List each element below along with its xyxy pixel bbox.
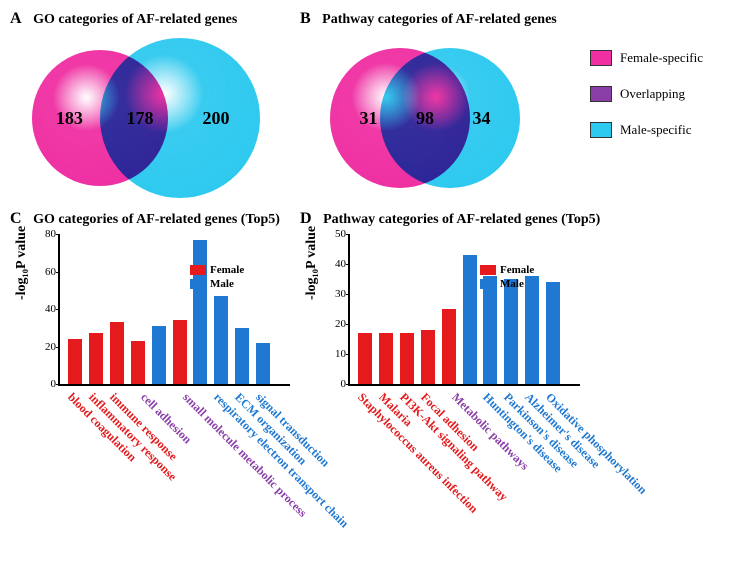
panel-b-title: B Pathway categories of AF-related genes bbox=[300, 10, 590, 28]
venn-count: 31 bbox=[360, 108, 378, 128]
panel-a: A GO categories of AF-related genes 1831… bbox=[10, 10, 300, 210]
bar-male bbox=[214, 296, 228, 384]
venn-a: 183 178 200 bbox=[10, 33, 280, 193]
panel-a-title-text: GO categories of AF-related genes bbox=[33, 12, 237, 27]
bar-male bbox=[152, 326, 166, 384]
bar-female bbox=[421, 330, 435, 384]
venn-count: 183 bbox=[56, 108, 83, 128]
panel-c-title: C GO categories of AF-related genes (Top… bbox=[10, 210, 300, 228]
ytick: 80 bbox=[32, 228, 56, 240]
bar-female bbox=[173, 320, 187, 384]
panel-c-title-text: GO categories of AF-related genes (Top5) bbox=[33, 212, 280, 227]
bar-legend-male: Male bbox=[190, 278, 244, 290]
swatch-female-bar bbox=[190, 265, 206, 275]
panel-b-letter: B bbox=[300, 10, 311, 27]
bar-legend-male: Male bbox=[480, 278, 534, 290]
ytick: 40 bbox=[322, 258, 346, 270]
legend-female-label: Female-specific bbox=[620, 50, 703, 66]
bar-male bbox=[546, 282, 560, 384]
bar-male bbox=[193, 240, 207, 384]
legend-male: Male-specific bbox=[590, 122, 740, 138]
xlabel: inflammatory response bbox=[85, 390, 179, 484]
bar-legend-female: Female bbox=[190, 264, 244, 276]
bar-female bbox=[68, 339, 82, 384]
bar-female bbox=[89, 333, 103, 384]
swatch-overlap bbox=[590, 86, 612, 102]
bar-male bbox=[256, 343, 270, 384]
ytick: 30 bbox=[322, 288, 346, 300]
venn-count: 200 bbox=[203, 108, 230, 128]
legend-male-label: Male-specific bbox=[620, 122, 691, 138]
bar-male bbox=[504, 279, 518, 384]
venn-legend: Female-specific Overlapping Male-specifi… bbox=[590, 10, 740, 210]
panel-d-letter: D bbox=[300, 210, 312, 227]
chart-c: 020406080blood coagulationinflammatory r… bbox=[58, 234, 290, 386]
bar-legend-female: Female bbox=[480, 264, 534, 276]
ytick: 0 bbox=[32, 378, 56, 390]
ytick: 0 bbox=[322, 378, 346, 390]
panel-d: D Pathway categories of AF-related genes… bbox=[300, 210, 740, 575]
bar-female bbox=[379, 333, 393, 384]
venn-count: 178 bbox=[127, 108, 154, 128]
legend-overlap-label: Overlapping bbox=[620, 86, 685, 102]
panel-c-letter: C bbox=[10, 210, 22, 227]
venn-count: 34 bbox=[473, 108, 491, 128]
venn-male-circle bbox=[100, 38, 260, 198]
bar-female bbox=[358, 333, 372, 384]
panel-c-ylabel: -log₁₀P value bbox=[14, 226, 30, 300]
swatch-male bbox=[590, 122, 612, 138]
bar-male bbox=[463, 255, 477, 384]
bar-female bbox=[400, 333, 414, 384]
panel-b-title-text: Pathway categories of AF-related genes bbox=[322, 12, 557, 27]
bar-male bbox=[235, 328, 249, 384]
bar-female bbox=[110, 322, 124, 384]
bar-legend-male-label: Male bbox=[500, 278, 524, 290]
panel-c: C GO categories of AF-related genes (Top… bbox=[10, 210, 300, 575]
panel-d-title-text: Pathway categories of AF-related genes (… bbox=[323, 212, 600, 227]
swatch-female-bar bbox=[480, 265, 496, 275]
bar-legend-female-label: Female bbox=[500, 264, 534, 276]
ytick: 20 bbox=[322, 318, 346, 330]
panel-a-letter: A bbox=[10, 10, 22, 27]
panel-b: B Pathway categories of AF-related genes… bbox=[300, 10, 590, 210]
panel-a-title: A GO categories of AF-related genes bbox=[10, 10, 300, 28]
bar-female bbox=[442, 309, 456, 384]
bar-legend: Female Male bbox=[480, 264, 534, 290]
bar-female bbox=[131, 341, 145, 384]
ytick: 40 bbox=[32, 303, 56, 315]
swatch-male-bar bbox=[190, 279, 206, 289]
panel-d-title: D Pathway categories of AF-related genes… bbox=[300, 210, 740, 228]
swatch-male-bar bbox=[480, 279, 496, 289]
venn-count: 98 bbox=[416, 108, 434, 128]
ytick: 10 bbox=[322, 348, 346, 360]
bar-legend: Female Male bbox=[190, 264, 244, 290]
venn-b: 31 98 34 bbox=[300, 33, 570, 193]
chart-d: 01020304050Staphylococcus aureus infecti… bbox=[348, 234, 580, 386]
legend-overlap: Overlapping bbox=[590, 86, 740, 102]
ytick: 50 bbox=[322, 228, 346, 240]
bar-male bbox=[525, 276, 539, 384]
panel-d-ylabel: -log₁₀P value bbox=[304, 226, 320, 300]
venn-male-circle bbox=[380, 48, 520, 188]
ytick: 60 bbox=[32, 266, 56, 278]
bar-male bbox=[483, 276, 497, 384]
legend-female: Female-specific bbox=[590, 50, 740, 66]
bar-legend-female-label: Female bbox=[210, 264, 244, 276]
ytick: 20 bbox=[32, 341, 56, 353]
swatch-female bbox=[590, 50, 612, 66]
bar-legend-male-label: Male bbox=[210, 278, 234, 290]
